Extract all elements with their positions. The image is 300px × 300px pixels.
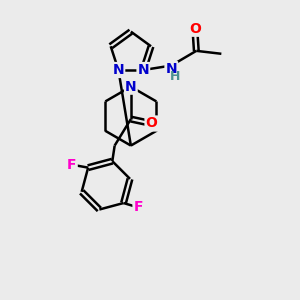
- Text: N: N: [125, 80, 137, 94]
- Text: N: N: [166, 62, 177, 76]
- Text: N: N: [112, 63, 124, 77]
- Text: O: O: [146, 116, 158, 130]
- Text: F: F: [134, 200, 143, 214]
- Text: F: F: [67, 158, 77, 172]
- Text: H: H: [169, 70, 180, 83]
- Text: O: O: [189, 22, 201, 36]
- Text: N: N: [137, 63, 149, 77]
